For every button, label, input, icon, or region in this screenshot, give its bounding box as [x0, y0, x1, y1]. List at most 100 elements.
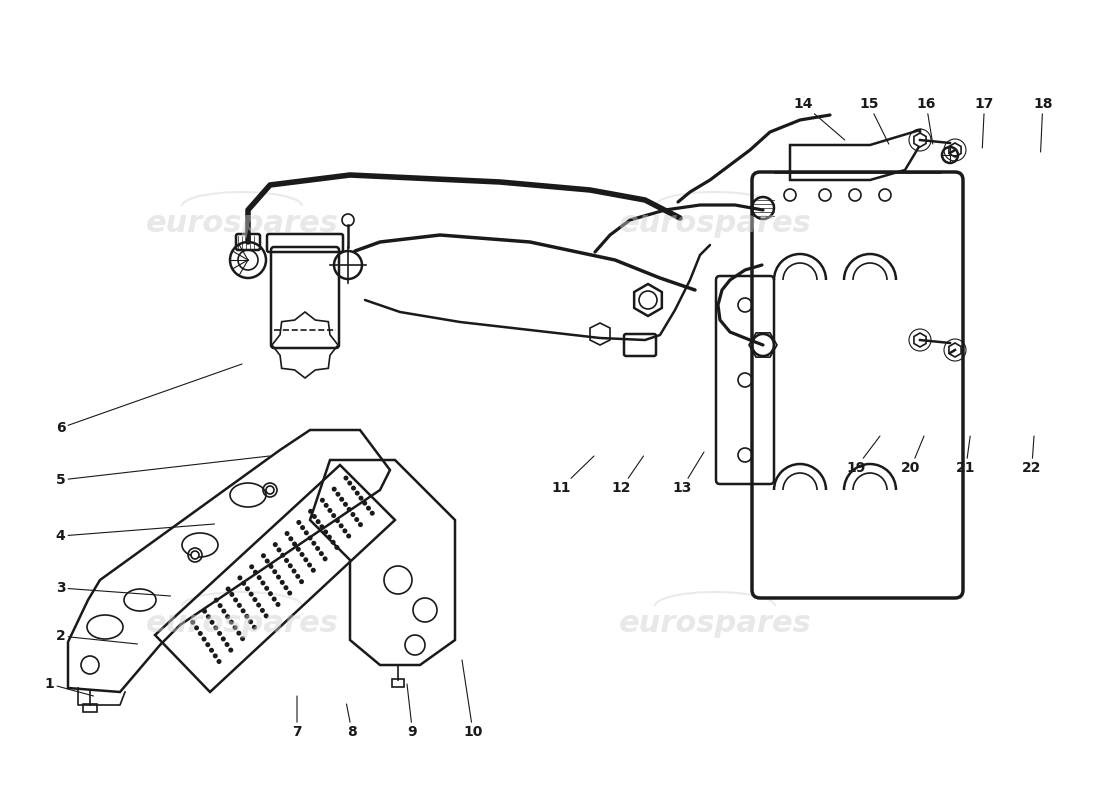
Circle shape — [287, 590, 293, 595]
Circle shape — [201, 637, 207, 642]
Text: 10: 10 — [462, 660, 483, 739]
Text: 8: 8 — [346, 704, 356, 739]
Text: 11: 11 — [551, 456, 594, 495]
Circle shape — [358, 522, 363, 527]
Circle shape — [272, 597, 277, 602]
Circle shape — [348, 481, 352, 486]
Circle shape — [315, 546, 320, 551]
Circle shape — [299, 552, 305, 557]
Circle shape — [339, 523, 343, 528]
Circle shape — [351, 512, 355, 517]
Circle shape — [362, 501, 367, 506]
Circle shape — [236, 630, 241, 636]
Circle shape — [252, 597, 257, 602]
Polygon shape — [914, 333, 926, 347]
Bar — [392, 679, 404, 687]
Circle shape — [266, 486, 274, 494]
Circle shape — [288, 536, 294, 542]
Circle shape — [253, 570, 257, 574]
Circle shape — [319, 551, 323, 556]
Text: 1: 1 — [45, 677, 94, 696]
Circle shape — [226, 614, 230, 619]
Bar — [82, 704, 97, 712]
Circle shape — [308, 535, 312, 541]
Text: 12: 12 — [612, 456, 643, 495]
Circle shape — [229, 620, 234, 625]
Circle shape — [343, 502, 348, 507]
Circle shape — [245, 586, 250, 591]
Circle shape — [307, 562, 312, 567]
Circle shape — [191, 551, 199, 559]
Circle shape — [230, 592, 234, 597]
Circle shape — [261, 554, 266, 558]
Text: eurospares: eurospares — [618, 210, 812, 238]
Circle shape — [323, 530, 328, 534]
Text: 5: 5 — [56, 456, 270, 487]
Text: 14: 14 — [793, 97, 845, 140]
Circle shape — [236, 603, 242, 608]
Circle shape — [268, 591, 273, 596]
Circle shape — [311, 568, 316, 573]
Circle shape — [264, 586, 270, 591]
Circle shape — [190, 620, 196, 625]
Text: 19: 19 — [846, 436, 880, 475]
Circle shape — [241, 581, 246, 586]
Text: 7: 7 — [293, 696, 301, 739]
Text: 4: 4 — [56, 524, 214, 543]
Circle shape — [354, 517, 360, 522]
Circle shape — [293, 542, 297, 546]
Circle shape — [276, 547, 282, 552]
Text: eurospares: eurospares — [145, 610, 339, 638]
Polygon shape — [949, 143, 961, 157]
Circle shape — [256, 575, 262, 580]
Circle shape — [304, 558, 308, 562]
Circle shape — [218, 603, 222, 608]
Circle shape — [311, 541, 317, 546]
Circle shape — [296, 520, 301, 525]
Circle shape — [339, 497, 344, 502]
Circle shape — [308, 509, 314, 514]
Circle shape — [273, 542, 278, 547]
Circle shape — [210, 620, 214, 625]
Circle shape — [336, 492, 340, 497]
Circle shape — [209, 648, 214, 653]
Circle shape — [212, 654, 218, 658]
Polygon shape — [914, 133, 926, 147]
Circle shape — [272, 570, 277, 574]
Circle shape — [343, 475, 349, 481]
Text: 3: 3 — [56, 581, 170, 596]
Text: 2: 2 — [56, 629, 138, 644]
Circle shape — [279, 580, 285, 585]
Text: 22: 22 — [1022, 436, 1042, 475]
Text: 16: 16 — [916, 97, 936, 144]
Circle shape — [206, 614, 211, 619]
Circle shape — [275, 602, 280, 607]
Circle shape — [331, 513, 337, 518]
Circle shape — [334, 545, 340, 550]
Circle shape — [284, 586, 288, 590]
Circle shape — [238, 575, 242, 580]
Circle shape — [198, 631, 202, 636]
Circle shape — [304, 530, 309, 535]
Text: eurospares: eurospares — [618, 610, 812, 638]
Circle shape — [359, 496, 363, 501]
Circle shape — [295, 574, 300, 579]
Circle shape — [249, 592, 254, 597]
Text: 9: 9 — [407, 684, 417, 739]
Circle shape — [331, 540, 335, 545]
Circle shape — [213, 626, 218, 630]
Circle shape — [217, 659, 221, 664]
Text: 15: 15 — [859, 97, 889, 144]
Text: 20: 20 — [901, 436, 924, 475]
Circle shape — [370, 510, 375, 516]
Circle shape — [260, 608, 265, 613]
Circle shape — [322, 556, 328, 562]
Circle shape — [342, 529, 348, 534]
Circle shape — [261, 581, 265, 586]
Circle shape — [249, 619, 253, 624]
Circle shape — [312, 514, 317, 519]
Circle shape — [276, 574, 280, 579]
Circle shape — [221, 637, 226, 642]
Circle shape — [233, 598, 238, 602]
Circle shape — [206, 642, 210, 647]
